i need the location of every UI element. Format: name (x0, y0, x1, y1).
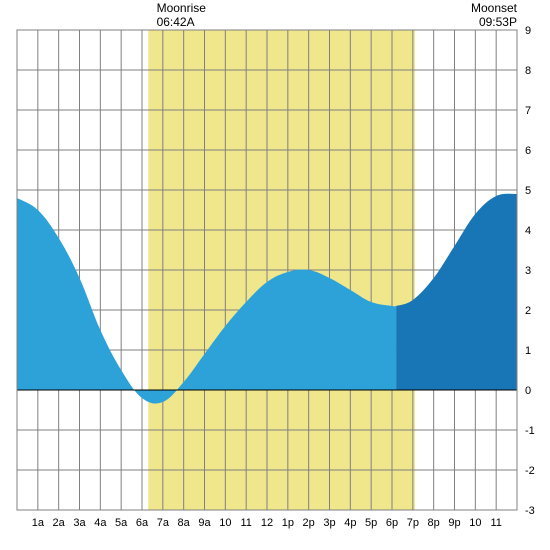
x-tick-label: 1p (282, 517, 294, 529)
x-tick-label: 5a (115, 517, 128, 529)
x-tick-label: 1a (32, 517, 45, 529)
x-tick-label: 3a (73, 517, 86, 529)
x-tick-label: 9p (448, 517, 460, 529)
x-tick-label: 11 (240, 517, 251, 529)
x-tick-label: 7p (407, 517, 419, 529)
x-tick-label: 4p (344, 517, 356, 529)
x-tick-label: 4a (94, 517, 107, 529)
x-tick-label: 10 (219, 517, 231, 529)
moonrise-title: Moonrise (157, 1, 207, 15)
y-tick-label: 9 (525, 25, 531, 37)
x-tick-label: 7a (157, 517, 170, 529)
y-tick-label: 2 (525, 305, 531, 317)
x-tick-label: 5p (365, 517, 377, 529)
y-tick-label: 4 (525, 225, 531, 237)
y-tick-label: 7 (525, 105, 531, 117)
x-tick-label: 8a (178, 517, 191, 529)
x-tick-label: 3p (323, 517, 335, 529)
y-tick-label: 3 (525, 265, 531, 277)
x-tick-label: 6a (136, 517, 149, 529)
y-tick-label: 8 (525, 65, 531, 77)
y-tick-label: -2 (525, 465, 535, 477)
moonrise-time: 06:42A (157, 15, 195, 29)
tide-chart: 1a2a3a4a5a6a7a8a9a1011121p2p3p4p5p6p7p8p… (0, 0, 550, 550)
moonset-title: Moonset (471, 1, 518, 15)
y-tick-label: 0 (525, 385, 531, 397)
x-tick-label: 8p (428, 517, 440, 529)
y-tick-label: -1 (525, 425, 535, 437)
x-tick-label: 2a (53, 517, 66, 529)
x-tick-label: 11 (490, 517, 501, 529)
x-tick-label: 9a (198, 517, 211, 529)
x-tick-label: 10 (469, 517, 481, 529)
moonset-time: 09:53P (479, 15, 517, 29)
x-tick-label: 12 (261, 517, 273, 529)
y-tick-label: 6 (525, 145, 531, 157)
x-tick-label: 2p (303, 517, 315, 529)
y-tick-label: -3 (525, 505, 535, 517)
y-tick-label: 5 (525, 185, 531, 197)
x-tick-label: 6p (386, 517, 398, 529)
y-tick-label: 1 (525, 345, 531, 357)
chart-svg: 1a2a3a4a5a6a7a8a9a1011121p2p3p4p5p6p7p8p… (0, 0, 550, 550)
